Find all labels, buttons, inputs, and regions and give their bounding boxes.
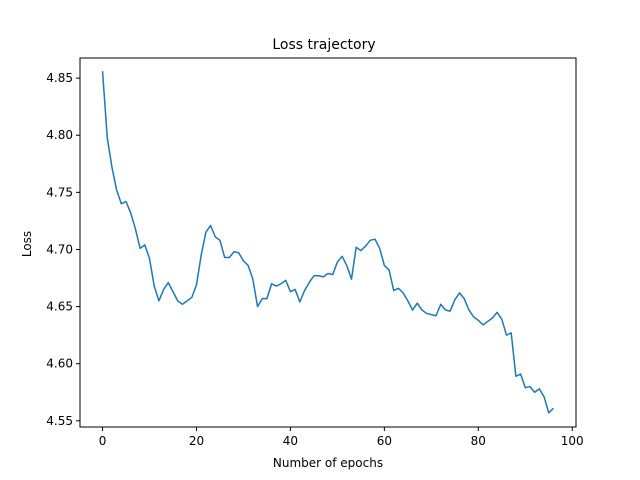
x-tick-label: 100: [561, 434, 584, 448]
y-tick-label: 4.60: [46, 357, 73, 371]
x-axis: 0 20 40 60 80 100: [99, 427, 584, 448]
plot-area: [101, 71, 554, 414]
chart-title: Loss trajectory: [272, 37, 375, 53]
x-tick-label: 40: [283, 434, 298, 448]
x-axis-title: Number of epochs: [273, 456, 383, 470]
series-line: [101, 71, 554, 414]
y-axis: 4.55 4.60 4.65 4.70 4.75 4.80 4.85: [46, 71, 80, 428]
y-tick-label: 4.65: [46, 300, 73, 314]
y-axis-title: Loss: [20, 231, 34, 257]
x-tick-label: 60: [377, 434, 392, 448]
y-tick-label: 4.85: [46, 71, 73, 85]
y-tick-label: 4.80: [46, 128, 73, 142]
plot-frame: [79, 57, 577, 428]
y-tick-label: 4.70: [46, 242, 73, 256]
y-tick-label: 4.55: [46, 414, 73, 428]
x-tick-label: 0: [99, 434, 107, 448]
y-tick-label: 4.75: [46, 185, 73, 199]
x-tick-label: 80: [471, 434, 486, 448]
x-tick-label: 20: [189, 434, 204, 448]
